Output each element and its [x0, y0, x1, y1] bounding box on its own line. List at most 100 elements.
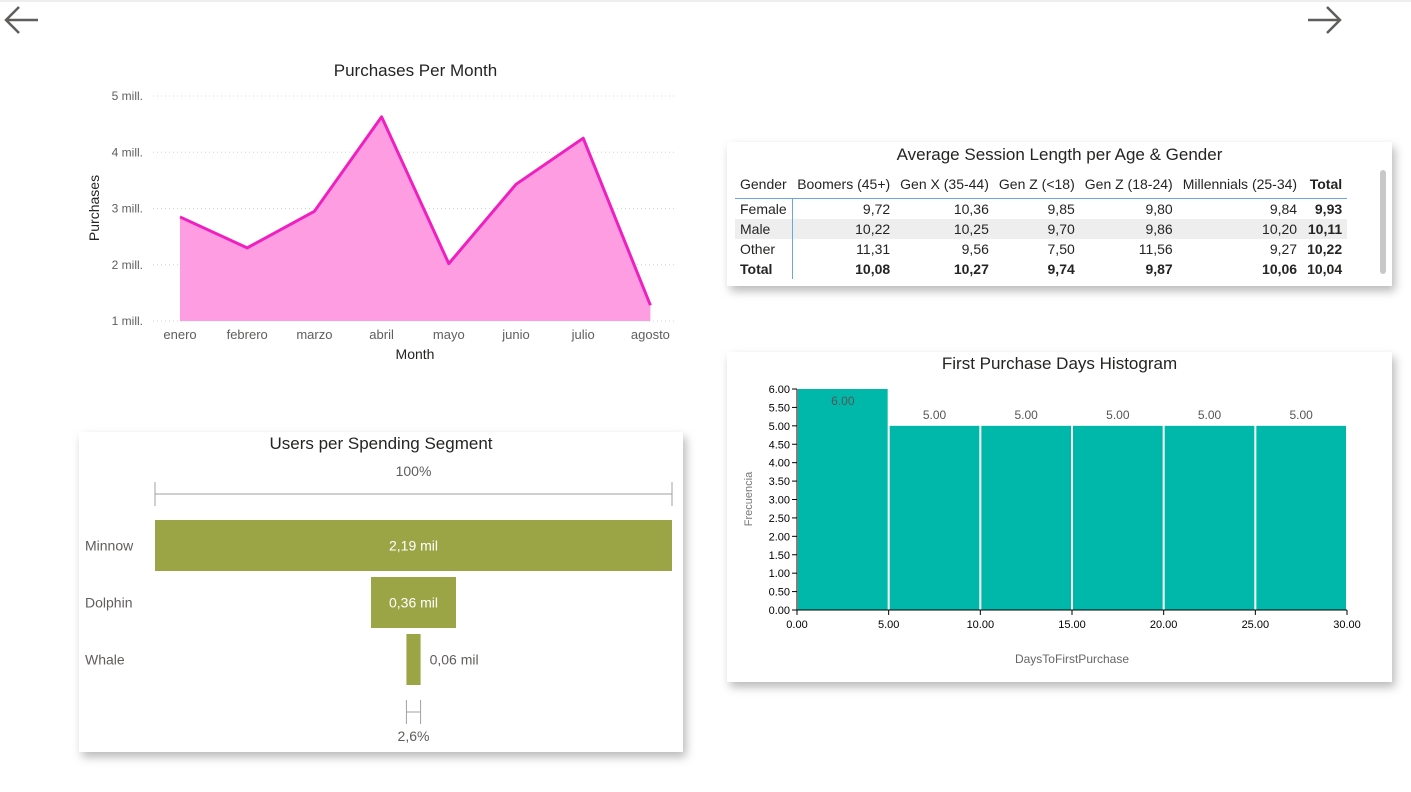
y-tick-label: 3.00 [769, 495, 790, 507]
matrix-cell: 10,22 [792, 219, 896, 239]
row-header[interactable]: Total [735, 259, 793, 279]
x-tick-label: 15.00 [1058, 619, 1086, 631]
row-header[interactable]: Male [735, 219, 793, 239]
y-tick-label: 0.00 [769, 605, 790, 617]
series-line [179, 115, 652, 306]
x-tick-label: mayo [433, 327, 465, 342]
data-label: 5.00 [1198, 408, 1222, 422]
forward-button[interactable] [1304, 2, 1344, 42]
matrix-cell: 9,72 [862, 201, 891, 217]
data-label: 0,06 mil [430, 652, 479, 668]
matrix-total-cell: 10,11 [1302, 219, 1348, 239]
area-fill [180, 116, 651, 321]
funnel-bar [371, 577, 456, 628]
top-border [0, 0, 1411, 2]
matrix-cell: 10,36 [953, 201, 989, 217]
row-header[interactable]: Other [735, 239, 793, 259]
first-purchase-histogram[interactable]: First Purchase Days Histogram 6.00 5.00 5.… [727, 352, 1392, 682]
y-tick-label: 4 mill. [112, 145, 143, 159]
matrix-cell: 10,06 [1262, 261, 1298, 277]
matrix-title: Average Session Length per Age & Gender [896, 145, 1223, 164]
y-tick-label: 2 mill. [112, 258, 143, 272]
column-header[interactable]: Gen Z (<18) [993, 170, 1080, 199]
data-label: 6.00 [831, 394, 855, 408]
column-header[interactable]: Millennials (25-34) [1177, 170, 1303, 199]
category-label: Whale [85, 652, 125, 668]
funnel-bar [406, 634, 421, 685]
y-tick-label: 5 mill. [112, 89, 143, 103]
histogram-bar [1164, 425, 1255, 610]
arrow-left-icon [4, 6, 38, 34]
histogram-bar [1073, 425, 1163, 610]
y-axis-title: Purchases [86, 175, 102, 241]
vertical-scrollbar[interactable] [1380, 170, 1386, 274]
top-percent-label: 100% [396, 463, 432, 479]
purchases-per-month-visual[interactable]: Purchases Per Month 1 mill. 2 mill. 3 mill… [78, 55, 688, 375]
histogram-chart: 6.00 5.00 5.00 5.00 5.00 5.00 0.00 0.50 1.00 1.50… [743, 384, 1361, 666]
funnel-title: Users per Spending Segment [269, 434, 493, 453]
y-tick-label: 1 mill. [112, 314, 143, 328]
spending-segment-funnel[interactable]: Users per Spending Segment 100% Minnow 2,1… [79, 432, 683, 752]
matrix-cell: 9,84 [1269, 201, 1298, 217]
y-tick-label: 3 mill. [112, 202, 143, 216]
matrix-cell: 9,74 [1047, 261, 1075, 277]
data-label: 5.00 [1289, 408, 1313, 422]
matrix-cell: 9,86 [1079, 219, 1178, 239]
category-label: Dolphin [85, 595, 132, 611]
y-tick-label: 5.00 [769, 421, 790, 433]
data-label: 0,36 mil [389, 595, 438, 611]
funnel-bar [155, 520, 672, 571]
data-label: 5.00 [1014, 408, 1038, 422]
x-axis-title: DaysToFirstPurchase [1015, 652, 1129, 666]
x-axis-title: Month [396, 346, 435, 362]
y-tick-label: 1.00 [769, 568, 790, 580]
matrix-row: Female 9,72 10,36 9,85 9,80 9,84 9,93 [735, 198, 1347, 219]
matrix-total-cell: 10,22 [1307, 241, 1343, 257]
category-label: Minnow [85, 538, 134, 554]
histogram-bar [889, 425, 980, 610]
matrix-cell: 9,56 [961, 241, 989, 257]
matrix-row: Other 11,31 9,56 7,50 11,56 9,27 10,22 [735, 239, 1347, 259]
x-tick-label: 25.00 [1242, 619, 1270, 631]
histogram-title: First Purchase Days Histogram [941, 354, 1178, 373]
matrix-total-cell: 10,04 [1307, 261, 1343, 277]
column-header[interactable]: Gen X (35-44) [895, 170, 994, 199]
row-header[interactable]: Female [735, 198, 793, 219]
column-header[interactable]: Gender [735, 170, 793, 199]
matrix-header-row: Gender Boomers (45+) Gen X (35-44) Gen Z… [735, 170, 1348, 199]
column-header[interactable]: Gen Z (18-24) [1079, 170, 1178, 199]
x-tick-label: enero [163, 327, 196, 342]
x-tick-label: 5.00 [878, 619, 899, 631]
column-header[interactable]: Total [1302, 170, 1348, 199]
y-tick-label: 6.00 [769, 384, 790, 396]
column-header[interactable]: Boomers (45+) [792, 170, 896, 199]
data-label: 5.00 [923, 408, 947, 422]
x-tick-label: febrero [227, 327, 268, 342]
chart-title: Purchases Per Month [333, 61, 498, 80]
x-tick-label: junio [501, 327, 529, 342]
matrix-cell: 11,31 [856, 241, 891, 257]
bottom-percent-label: 2,6% [398, 728, 430, 744]
matrix-total-row: Total 10,08 10,27 9,74 9,87 10,06 10,04 [735, 259, 1347, 279]
area-chart: 1 mill. 2 mill. 3 mill. 4 mill. 5 mill. enero… [86, 89, 676, 362]
matrix-cell: 11,56 [1138, 241, 1173, 257]
matrix-cell: 10,08 [855, 261, 891, 277]
matrix-cell: 10,20 [1177, 219, 1303, 239]
x-tick-label: 0.00 [786, 619, 807, 631]
y-tick-label: 2.00 [769, 531, 790, 543]
back-button[interactable] [2, 2, 42, 42]
funnel-chart: 100% Minnow 2,19 mil Dolphin 0,36 mil Whale 0,… [85, 463, 673, 744]
y-axis-title: Frecuencia [743, 471, 755, 526]
y-tick-label: 5.50 [769, 402, 790, 414]
y-tick-label: 4.50 [769, 439, 790, 451]
histogram-bar [798, 389, 888, 610]
data-label: 5.00 [1106, 408, 1130, 422]
session-length-matrix[interactable]: Average Session Length per Age & Gender … [727, 142, 1392, 286]
matrix-cell: 7,50 [1047, 241, 1075, 257]
matrix-cell: 9,80 [1145, 201, 1173, 217]
matrix-cell: 10,27 [953, 261, 989, 277]
x-tick-label: 20.00 [1150, 619, 1178, 631]
matrix-total-cell: 9,93 [1314, 201, 1343, 217]
y-tick-label: 0.50 [769, 587, 790, 599]
x-tick-label: agosto [631, 327, 670, 342]
